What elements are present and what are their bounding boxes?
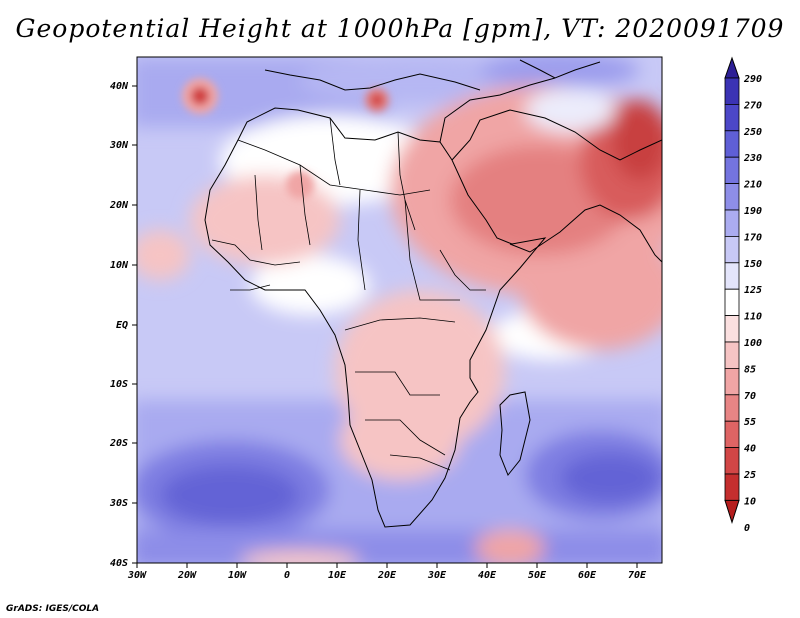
colorbar-label: 25 [743,470,756,481]
colorbar: 2902702502302101901701501251101008570554… [724,56,762,534]
colorbar-label: 210 [743,180,762,191]
lat-label: 20S [109,438,128,449]
colorbar-swatch [724,262,740,290]
colorbar-label: 70 [744,391,756,402]
country-borders [211,117,486,471]
coastlines [204,59,662,528]
colorbar-swatch [724,183,740,211]
lat-label: 30N [109,140,129,151]
lon-label: 30W [127,570,147,581]
lat-labels: 40N 30N 20N 10N EQ 10S 20S 30S 40S [109,81,129,569]
colorbar-arrow-bottom [724,499,740,525]
colorbar-label: 150 [744,259,762,270]
colorbar-swatch [724,235,740,264]
colorbar-swatch [724,341,740,369]
colorbar-swatch [724,130,740,158]
footer-credit: GrADS: IGES/COLA [6,604,100,614]
colorbar-swatch [724,288,740,317]
colorbar-swatch [724,104,740,132]
colorbar-label: 170 [744,232,762,243]
colorbar-arrow-top [724,56,740,79]
lon-label: 10W [228,570,247,581]
lat-label: 20N [109,200,129,211]
colorbar-label: 125 [744,285,762,296]
lat-label: 10S [110,379,128,390]
colorbar-swatch [724,367,740,396]
colorbar-swatch [724,447,740,475]
height-field [137,57,662,563]
lat-label: 40S [110,558,128,569]
colorbar-label: 250 [743,127,762,138]
lon-label: 20W [177,570,197,581]
colorbar-swatch [724,209,740,237]
colorbar-label: 290 [743,74,762,85]
lat-label: 30S [109,498,128,509]
lon-label: 30E [427,570,447,581]
axis-ticks [132,85,638,568]
lat-label: 10N [110,260,129,271]
lon-label: 70E [628,570,647,581]
colorbar-label: 0 [744,523,750,534]
lon-label: 50E [528,570,547,581]
colorbar-swatch [724,473,740,501]
colorbar-label: 40 [744,444,756,455]
lon-label: 0 [284,570,290,581]
colorbar-label: 190 [744,206,762,217]
lon-labels: 30W 20W 10W 0 10E 20E 30E 40E 50E 60E 70… [127,570,647,581]
lon-label: 20E [377,570,397,581]
colorbar-label: 230 [743,153,762,164]
lat-label: 40N [110,81,129,92]
lon-label: 40E [478,570,497,581]
colorbar-swatch [724,315,740,343]
colorbar-swatch [724,394,740,422]
lat-label: EQ [116,320,128,331]
colorbar-label: 270 [743,100,762,111]
chart-title: Geopotential Height at 1000hPa [gpm], VT… [15,14,785,43]
lon-label: 60E [578,570,597,581]
colorbar-label: 100 [744,338,762,349]
colorbar-label: 110 [744,312,762,323]
colorbar-label: 55 [744,417,756,428]
colorbar-swatch [724,420,740,449]
colorbar-swatch [724,77,740,105]
lon-label: 10E [328,570,347,581]
colorbar-swatch [724,156,740,184]
plot-frame [136,56,663,564]
colorbar-label: 10 [744,496,756,507]
colorbar-label: 85 [744,364,756,375]
